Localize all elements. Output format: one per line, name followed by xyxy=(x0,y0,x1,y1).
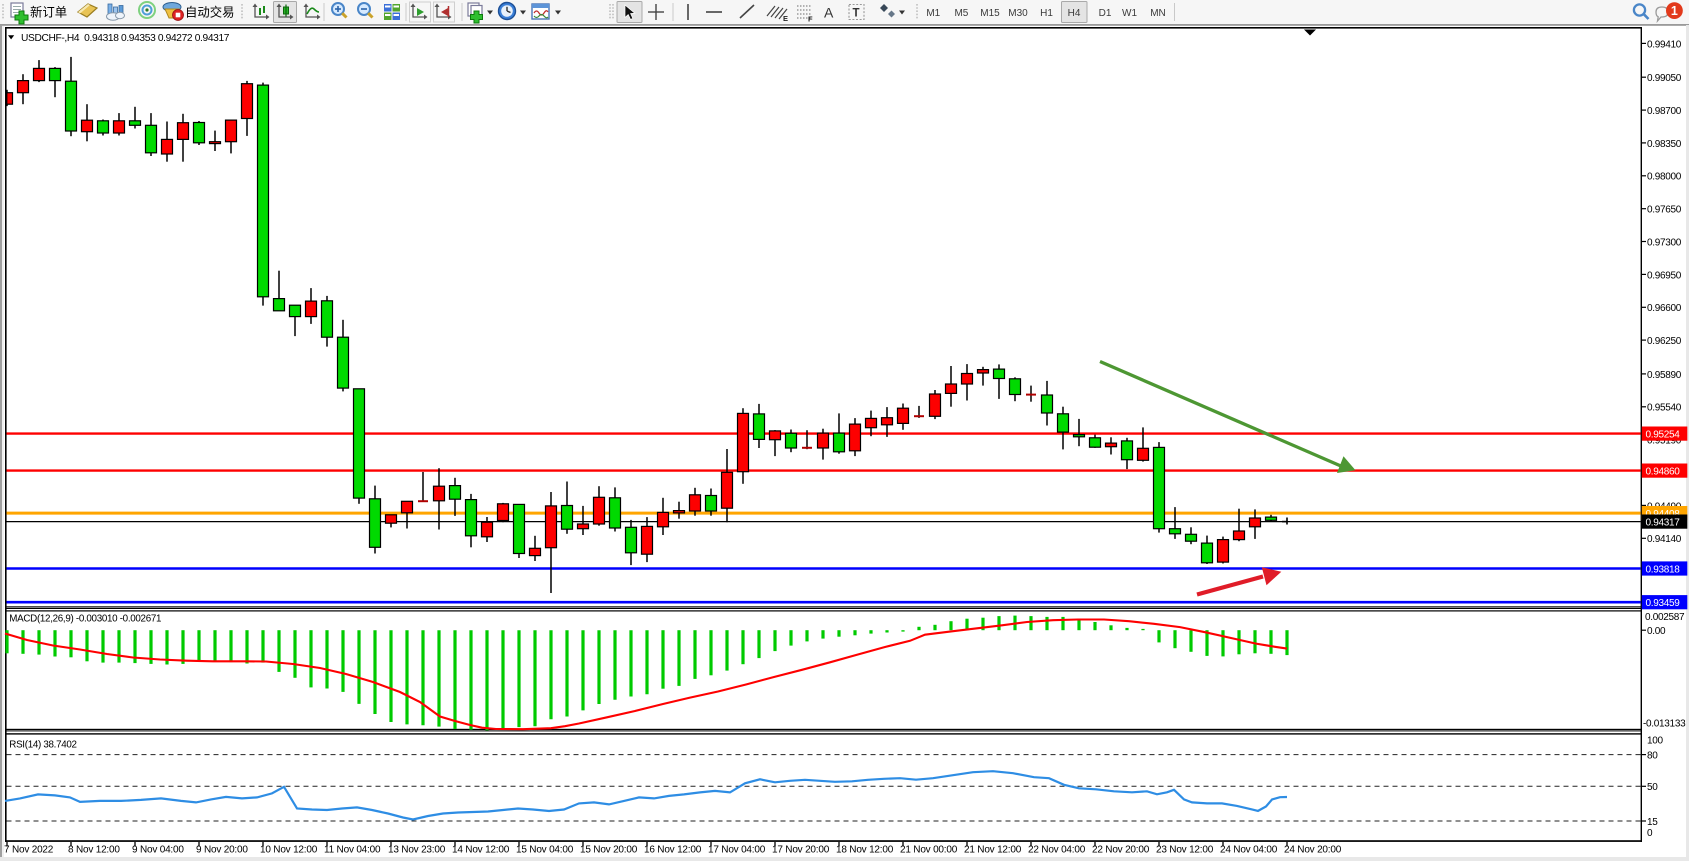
svg-text:22 Nov 04:00: 22 Nov 04:00 xyxy=(1028,844,1086,855)
svg-text:0.97650: 0.97650 xyxy=(1647,205,1682,216)
svg-text:21 Nov 00:00: 21 Nov 00:00 xyxy=(900,844,958,855)
svg-text:9 Nov 04:00: 9 Nov 04:00 xyxy=(132,844,184,855)
svg-text:E: E xyxy=(783,14,788,23)
svg-text:24 Nov 04:00: 24 Nov 04:00 xyxy=(1220,844,1278,855)
svg-text:0.94317: 0.94317 xyxy=(1646,518,1681,529)
svg-text:H1: H1 xyxy=(1040,8,1053,19)
svg-text:100: 100 xyxy=(1647,735,1664,746)
svg-text:D1: D1 xyxy=(1099,8,1112,19)
svg-text:0.93818: 0.93818 xyxy=(1646,564,1681,575)
svg-text:11 Nov 04:00: 11 Nov 04:00 xyxy=(324,844,381,855)
svg-text:T: T xyxy=(853,8,860,20)
svg-text:0.98350: 0.98350 xyxy=(1647,139,1682,150)
svg-text:W1: W1 xyxy=(1122,8,1137,19)
svg-text:M30: M30 xyxy=(1008,8,1028,19)
svg-text:13 Nov 23:00: 13 Nov 23:00 xyxy=(388,844,446,855)
svg-text:0.99410: 0.99410 xyxy=(1647,39,1682,50)
svg-text:8 Nov 12:00: 8 Nov 12:00 xyxy=(68,844,120,855)
svg-text:F: F xyxy=(808,15,813,24)
svg-text:15 Nov 20:00: 15 Nov 20:00 xyxy=(580,844,638,855)
svg-text:0.96250: 0.96250 xyxy=(1647,336,1682,347)
svg-text:80: 80 xyxy=(1647,751,1658,762)
svg-text:新订单: 新订单 xyxy=(30,5,67,20)
svg-text:0.96950: 0.96950 xyxy=(1647,270,1682,281)
svg-text:50: 50 xyxy=(1647,782,1658,793)
svg-text:14 Nov 12:00: 14 Nov 12:00 xyxy=(452,844,510,855)
svg-text:M5: M5 xyxy=(954,8,968,19)
svg-text:M1: M1 xyxy=(926,8,940,19)
svg-text:0.98000: 0.98000 xyxy=(1647,172,1682,183)
svg-text:0.99050: 0.99050 xyxy=(1647,73,1682,84)
svg-text:0.95190: 0.95190 xyxy=(1647,436,1682,447)
svg-text:10 Nov 12:00: 10 Nov 12:00 xyxy=(260,844,318,855)
svg-text:H4: H4 xyxy=(1068,8,1081,19)
svg-text:MACD(12,26,9) -0.003010 -0.002: MACD(12,26,9) -0.003010 -0.002671 xyxy=(9,614,161,625)
svg-text:0.94860: 0.94860 xyxy=(1646,467,1681,478)
svg-text:USDCHF-,H4 0.94318 0.94353 0.: USDCHF-,H4 0.94318 0.94353 0.94272 0.943… xyxy=(21,33,230,44)
svg-text:MN: MN xyxy=(1150,8,1166,19)
svg-text:21 Nov 12:00: 21 Nov 12:00 xyxy=(964,844,1022,855)
svg-text:0.95254: 0.95254 xyxy=(1646,430,1681,441)
svg-text:22 Nov 20:00: 22 Nov 20:00 xyxy=(1092,844,1150,855)
svg-text:RSI(14) 38.7402: RSI(14) 38.7402 xyxy=(9,740,76,751)
svg-text:18 Nov 12:00: 18 Nov 12:00 xyxy=(836,844,894,855)
svg-text:24 Nov 20:00: 24 Nov 20:00 xyxy=(1284,844,1342,855)
svg-text:15: 15 xyxy=(1647,817,1658,828)
svg-text:0.00: 0.00 xyxy=(1647,626,1666,637)
svg-text:17 Nov 04:00: 17 Nov 04:00 xyxy=(708,844,766,855)
svg-text:0.95540: 0.95540 xyxy=(1647,403,1682,414)
svg-text:0.94140: 0.94140 xyxy=(1647,534,1682,545)
svg-text:23 Nov 12:00: 23 Nov 12:00 xyxy=(1156,844,1214,855)
svg-text:1: 1 xyxy=(1671,4,1678,18)
svg-text:0.002587: 0.002587 xyxy=(1645,612,1685,623)
svg-text:15 Nov 04:00: 15 Nov 04:00 xyxy=(516,844,574,855)
svg-text:0.98700: 0.98700 xyxy=(1647,106,1682,117)
svg-text:0.96600: 0.96600 xyxy=(1647,303,1682,314)
svg-text:A: A xyxy=(824,5,834,21)
svg-text:7 Nov 2022: 7 Nov 2022 xyxy=(4,844,54,855)
svg-text:9 Nov 20:00: 9 Nov 20:00 xyxy=(196,844,248,855)
svg-text:-0.013133: -0.013133 xyxy=(1643,719,1686,730)
svg-text:M15: M15 xyxy=(980,8,1000,19)
svg-text:0.93459: 0.93459 xyxy=(1646,598,1681,609)
svg-text:16 Nov 12:00: 16 Nov 12:00 xyxy=(644,844,702,855)
svg-text:17 Nov 20:00: 17 Nov 20:00 xyxy=(772,844,830,855)
svg-text:0.95890: 0.95890 xyxy=(1647,370,1682,381)
svg-text:0.97300: 0.97300 xyxy=(1647,237,1682,248)
svg-text:0: 0 xyxy=(1647,828,1653,839)
svg-text:自动交易: 自动交易 xyxy=(185,5,235,20)
